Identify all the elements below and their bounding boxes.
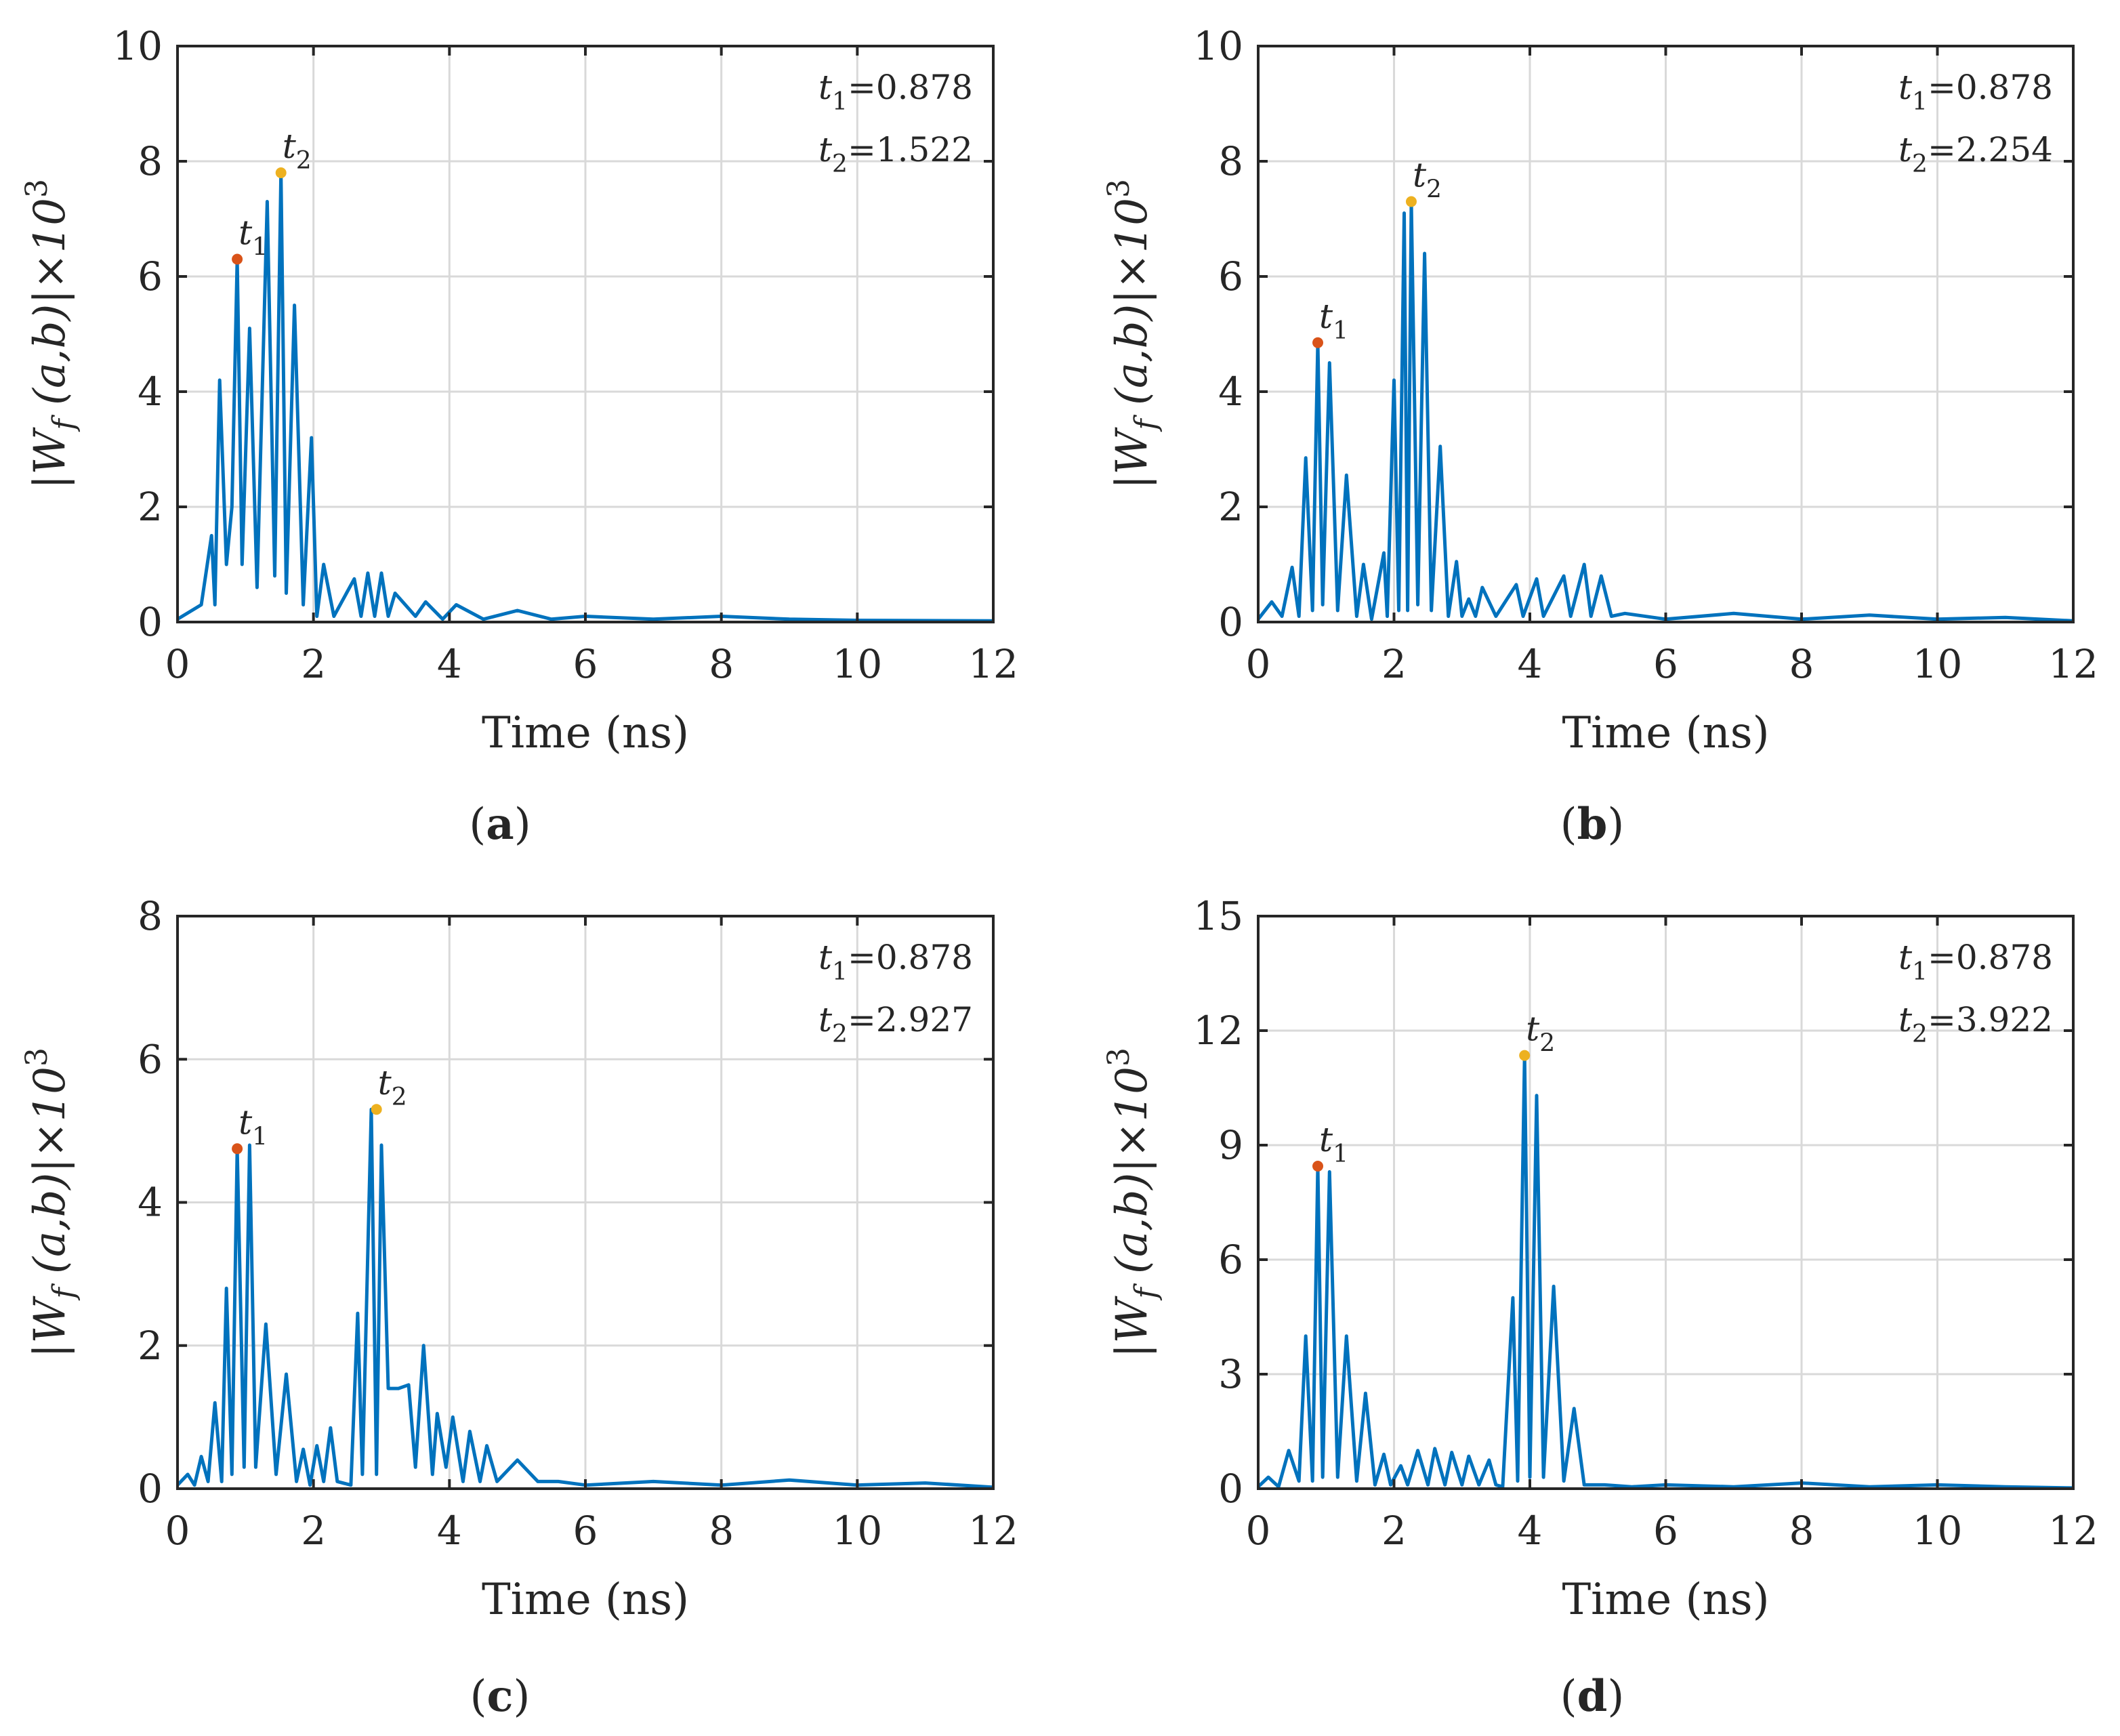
x-axis-label: Time (ns) [482, 1575, 689, 1625]
x-tick-label: 6 [1653, 1508, 1678, 1554]
y-tick-label: 8 [1218, 138, 1243, 184]
y-tick-label: 8 [138, 138, 163, 184]
panel-a: 0 2 4 6 8 10 12 0 2 4 6 8 10 Time (ns) |Wf (a,b)|×103 t… [20, 23, 1018, 850]
annotation-t1: t1=0.878 [818, 938, 973, 986]
y-tick-label: 0 [138, 1466, 163, 1512]
peak-label-t1: t1 [1319, 297, 1348, 345]
annotation-t2: t2=1.522 [818, 130, 973, 178]
annotation-t1: t1=0.878 [1898, 68, 2053, 116]
x-tick-label: 8 [709, 641, 734, 687]
x-tick-label: 10 [1913, 641, 1963, 687]
x-tick-label: 0 [165, 1508, 190, 1554]
peak-marker-t2 [371, 1104, 382, 1115]
peak-label-t1: t1 [1319, 1120, 1348, 1168]
y-tick-label: 2 [138, 484, 163, 530]
x-tick-label: 4 [437, 1508, 462, 1554]
x-tick-label: 0 [1246, 1508, 1271, 1554]
data-series-line [1257, 200, 2074, 623]
peak-label-t1: t1 [238, 1102, 268, 1151]
x-tick-label: 12 [2048, 641, 2098, 687]
x-tick-label: 8 [1789, 1508, 1814, 1554]
x-tick-label: 2 [1381, 641, 1407, 687]
y-tick-label: 6 [138, 253, 163, 299]
annotation-t1: t1=0.878 [1898, 938, 2053, 986]
annotation-t1: t1=0.878 [818, 68, 973, 116]
peak-label-t2: t2 [1526, 1010, 1555, 1058]
y-tick-label: 6 [1218, 253, 1243, 299]
y-tick-label: 10 [112, 23, 163, 69]
x-tick-label: 8 [1789, 641, 1814, 687]
annotation-t2: t2=3.922 [1898, 1000, 2053, 1048]
x-tick-label: 6 [573, 641, 598, 687]
x-tick-label: 2 [301, 1508, 326, 1554]
x-tick-label: 10 [832, 641, 882, 687]
x-tick-label: 4 [437, 641, 462, 687]
x-tick-label: 2 [301, 641, 326, 687]
panel-c: 0 2 4 6 8 10 12 0 2 4 6 8 Time (ns) |Wf (a,b)|×103 t1 t… [20, 893, 1018, 1722]
peak-marker-t2 [1405, 196, 1417, 207]
y-axis-label: |Wf (a,b)|×103 [1102, 1048, 1163, 1358]
peak-marker-t1 [232, 1143, 243, 1155]
panel-label: (b) [1560, 799, 1625, 850]
x-tick-label: 6 [1653, 641, 1678, 687]
y-tick-label: 8 [138, 893, 163, 939]
peak-label-t2: t2 [283, 127, 312, 175]
y-tick-label: 4 [138, 1180, 163, 1226]
x-tick-label: 0 [1246, 641, 1271, 687]
y-tick-label: 9 [1218, 1122, 1243, 1168]
panel-label: (c) [470, 1671, 531, 1722]
y-tick-label: 10 [1193, 23, 1243, 69]
data-series-line [176, 171, 994, 623]
y-tick-label: 2 [1218, 484, 1243, 530]
y-tick-label: 2 [138, 1323, 163, 1369]
y-tick-label: 15 [1193, 893, 1243, 939]
x-axis-label: Time (ns) [1562, 708, 1769, 758]
x-tick-label: 6 [573, 1508, 598, 1554]
y-axis-label: |Wf (a,b)|×103 [20, 179, 81, 489]
x-tick-label: 2 [1381, 1508, 1407, 1554]
panel-label: (a) [469, 799, 531, 850]
y-tick-label: 6 [1218, 1237, 1243, 1283]
y-tick-label: 12 [1193, 1008, 1243, 1054]
peak-label-t2: t2 [1413, 156, 1442, 204]
y-tick-label: 0 [1218, 1466, 1243, 1512]
peak-marker-t2 [275, 167, 287, 178]
x-tick-label: 12 [968, 641, 1018, 687]
x-tick-label: 10 [1913, 1508, 1963, 1554]
peak-marker-t1 [1312, 337, 1324, 348]
y-tick-label: 4 [138, 369, 163, 415]
x-axis-label: Time (ns) [482, 708, 689, 758]
y-tick-label: 0 [138, 599, 163, 645]
y-tick-label: 3 [1218, 1351, 1243, 1397]
y-tick-label: 4 [1218, 369, 1243, 415]
x-tick-label: 0 [165, 641, 190, 687]
x-tick-label: 12 [2048, 1508, 2098, 1554]
panel-d: 0 2 4 6 8 10 12 0 3 6 9 12 15 Time (ns) |Wf (a,b)|×103… [1102, 893, 2098, 1722]
x-axis-label: Time (ns) [1562, 1575, 1769, 1625]
peak-label-t1: t1 [238, 213, 268, 262]
y-axis-label: |Wf (a,b)|×103 [1102, 179, 1163, 489]
panel-b: 0 2 4 6 8 10 12 0 2 4 6 8 10 Time (ns) |Wf (a,b)|×103 t… [1102, 23, 2098, 850]
y-tick-label: 6 [138, 1036, 163, 1082]
peak-marker-t1 [232, 253, 243, 265]
panel-label: (d) [1560, 1671, 1625, 1722]
peak-marker-t2 [1519, 1050, 1531, 1061]
data-series-line [1257, 1054, 2074, 1490]
annotation-t2: t2=2.927 [818, 1000, 973, 1048]
x-tick-label: 12 [968, 1508, 1018, 1554]
x-tick-label: 4 [1518, 641, 1543, 687]
peak-marker-t1 [1312, 1160, 1324, 1172]
annotation-t2: t2=2.254 [1898, 130, 2053, 178]
y-tick-label: 0 [1218, 599, 1243, 645]
x-tick-label: 4 [1518, 1508, 1543, 1554]
peak-label-t2: t2 [378, 1063, 407, 1111]
x-tick-label: 8 [709, 1508, 734, 1554]
y-axis-label: |Wf (a,b)|×103 [20, 1048, 81, 1358]
x-tick-label: 10 [832, 1508, 882, 1554]
